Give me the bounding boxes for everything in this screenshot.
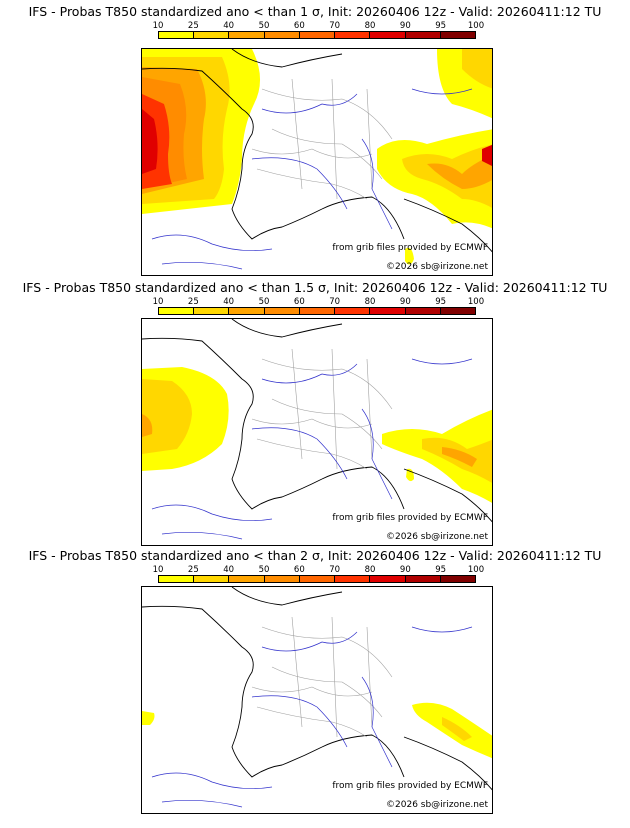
probability-field-west (142, 367, 229, 471)
probability-map: from grib files provided by ECMWF ©2026 … (141, 48, 493, 276)
map-canvas (142, 319, 492, 540)
scale-tick-label: 40 (223, 565, 235, 575)
scale-color-segment (194, 576, 230, 582)
scale-tick-label: 60 (293, 21, 305, 31)
scale-color-segment (264, 576, 300, 582)
scale-color-segment (370, 32, 406, 38)
scale-bar (158, 575, 476, 583)
scale-color-segment (264, 308, 300, 314)
panel-title: IFS - Probas T850 standardized ano < tha… (28, 548, 602, 563)
scale-color-segment (370, 308, 406, 314)
map-canvas (142, 49, 492, 270)
scale-tick-label: 70 (329, 297, 341, 307)
regional-borders (251, 78, 393, 200)
copyright-credit: ©2026 sb@irizone.net (386, 262, 488, 272)
scale-color-segment (299, 576, 336, 582)
scale-color-segment (299, 32, 336, 38)
rivers (151, 88, 473, 270)
panel-title: IFS - Probas T850 standardized ano < tha… (28, 4, 602, 19)
rivers (151, 358, 473, 540)
coastlines (142, 319, 492, 523)
scale-tick-label: 25 (187, 565, 199, 575)
scale-color-segment (229, 32, 265, 38)
scale-color-segment (264, 32, 300, 38)
rivers (151, 626, 473, 808)
scale-color-segment (440, 308, 475, 314)
scale-color-segment (405, 32, 441, 38)
scale-color-segment (335, 576, 371, 582)
probability-field-west (142, 49, 261, 214)
scale-tick-label: 10 (152, 21, 164, 31)
probability-field-east (382, 409, 492, 503)
scale-color-segment (440, 32, 475, 38)
scale-tick-label: 40 (223, 21, 235, 31)
scale-tick-label: 50 (258, 297, 270, 307)
scale-bar (158, 31, 476, 39)
scale-tick-label: 100 (467, 297, 485, 307)
scale-tick-label: 70 (329, 565, 341, 575)
scale-tick-label: 25 (187, 21, 199, 31)
panel-3: IFS - Probas T850 standardized ano < tha… (0, 548, 630, 826)
map-canvas (142, 587, 492, 808)
scale-tick-label: 25 (187, 297, 199, 307)
probability-field-east (412, 702, 492, 759)
scale-tick-label: 10 (152, 297, 164, 307)
panel-title: IFS - Probas T850 standardized ano < tha… (22, 280, 608, 295)
probability-field-east (377, 49, 492, 265)
color-scale: 10 25 40 50 60 70 80 90 95 100 (153, 565, 485, 587)
copyright-credit: ©2026 sb@irizone.net (386, 800, 488, 810)
scale-color-segment (335, 308, 371, 314)
scale-tick-label: 60 (293, 297, 305, 307)
scale-tick-label: 100 (467, 21, 485, 31)
scale-ticks: 10 25 40 50 60 70 80 90 95 100 (153, 297, 485, 307)
scale-tick-label: 90 (399, 565, 411, 575)
scale-color-segment (159, 32, 195, 38)
scale-color-segment (229, 576, 265, 582)
probability-field-west (142, 711, 155, 725)
data-source-credit: from grib files provided by ECMWF (332, 781, 488, 791)
scale-tick-label: 80 (364, 21, 376, 31)
copyright-credit: ©2026 sb@irizone.net (386, 532, 488, 542)
scale-color-segment (405, 308, 441, 314)
scale-tick-label: 10 (152, 565, 164, 575)
data-source-credit: from grib files provided by ECMWF (332, 243, 488, 253)
scale-color-segment (405, 576, 441, 582)
scale-color-segment (229, 308, 265, 314)
scale-color-segment (299, 308, 336, 314)
scale-ticks: 10 25 40 50 60 70 80 90 95 100 (153, 565, 485, 575)
scale-color-segment (370, 576, 406, 582)
scale-tick-label: 95 (435, 21, 447, 31)
scale-tick-label: 95 (435, 297, 447, 307)
scale-tick-label: 80 (364, 297, 376, 307)
scale-tick-label: 90 (399, 297, 411, 307)
regional-borders (251, 616, 393, 738)
coastlines (142, 587, 492, 791)
probability-map: from grib files provided by ECMWF ©2026 … (141, 586, 493, 814)
scale-tick-label: 50 (258, 565, 270, 575)
scale-tick-label: 90 (399, 21, 411, 31)
panel-1: IFS - Probas T850 standardized ano < tha… (0, 4, 630, 276)
scale-tick-label: 95 (435, 565, 447, 575)
scale-ticks: 10 25 40 50 60 70 80 90 95 100 (153, 21, 485, 31)
probability-map: from grib files provided by ECMWF ©2026 … (141, 318, 493, 546)
scale-bar (158, 307, 476, 315)
scale-tick-label: 50 (258, 21, 270, 31)
scale-color-segment (159, 308, 195, 314)
scale-tick-label: 70 (329, 21, 341, 31)
scale-color-segment (440, 576, 475, 582)
scale-tick-label: 100 (467, 565, 485, 575)
color-scale: 10 25 40 50 60 70 80 90 95 100 (153, 21, 485, 43)
scale-color-segment (194, 308, 230, 314)
scale-tick-label: 40 (223, 297, 235, 307)
scale-color-segment (194, 32, 230, 38)
coastlines (142, 49, 492, 253)
data-source-credit: from grib files provided by ECMWF (332, 513, 488, 523)
regional-borders (251, 348, 393, 470)
color-scale: 10 25 40 50 60 70 80 90 95 100 (153, 297, 485, 319)
panel-2: IFS - Probas T850 standardized ano < tha… (0, 280, 630, 548)
scale-color-segment (335, 32, 371, 38)
scale-tick-label: 60 (293, 565, 305, 575)
scale-tick-label: 80 (364, 565, 376, 575)
scale-color-segment (159, 576, 195, 582)
